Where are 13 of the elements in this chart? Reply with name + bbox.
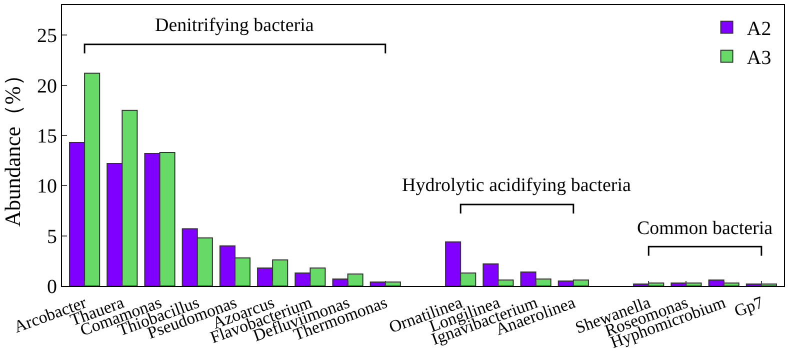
y-tick-label: 25 (37, 25, 57, 48)
annotation: Denitrifying bacteria (155, 15, 314, 36)
legend-label: A2 (746, 18, 772, 40)
y-tick-label: 5 (47, 226, 57, 248)
y-tick-label: 10 (37, 176, 57, 198)
annotation: Common bacteria (637, 218, 774, 239)
annotation: Hydrolytic acidifying bacteria (402, 175, 632, 196)
legend-label: A3 (746, 47, 772, 70)
y-tick-label: 15 (37, 125, 57, 148)
x-tick-label: Gp7 (732, 292, 766, 321)
y-axis-title: Abundance（%） (0, 64, 25, 227)
y-tick-label: 20 (37, 75, 57, 98)
y-tick-label: 0 (47, 276, 57, 298)
